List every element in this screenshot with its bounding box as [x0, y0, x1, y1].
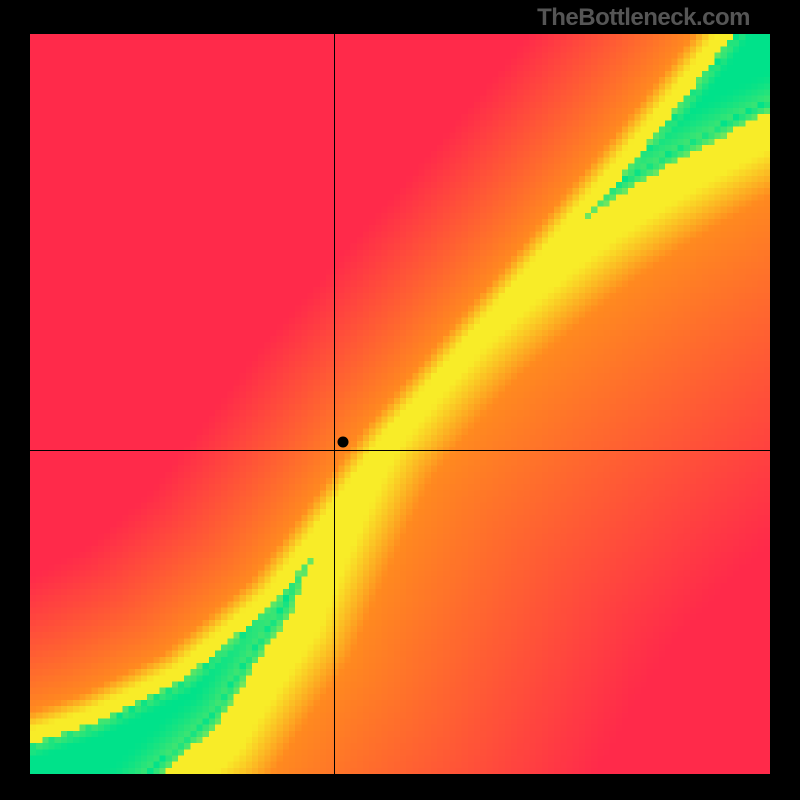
figure-root: TheBottleneck.com [0, 0, 800, 800]
heatmap-canvas [30, 34, 770, 774]
crosshair-horizontal [30, 450, 770, 451]
data-point-marker [338, 437, 349, 448]
heatmap-plot [30, 34, 770, 774]
crosshair-vertical [334, 34, 335, 774]
watermark-label: TheBottleneck.com [537, 4, 750, 32]
